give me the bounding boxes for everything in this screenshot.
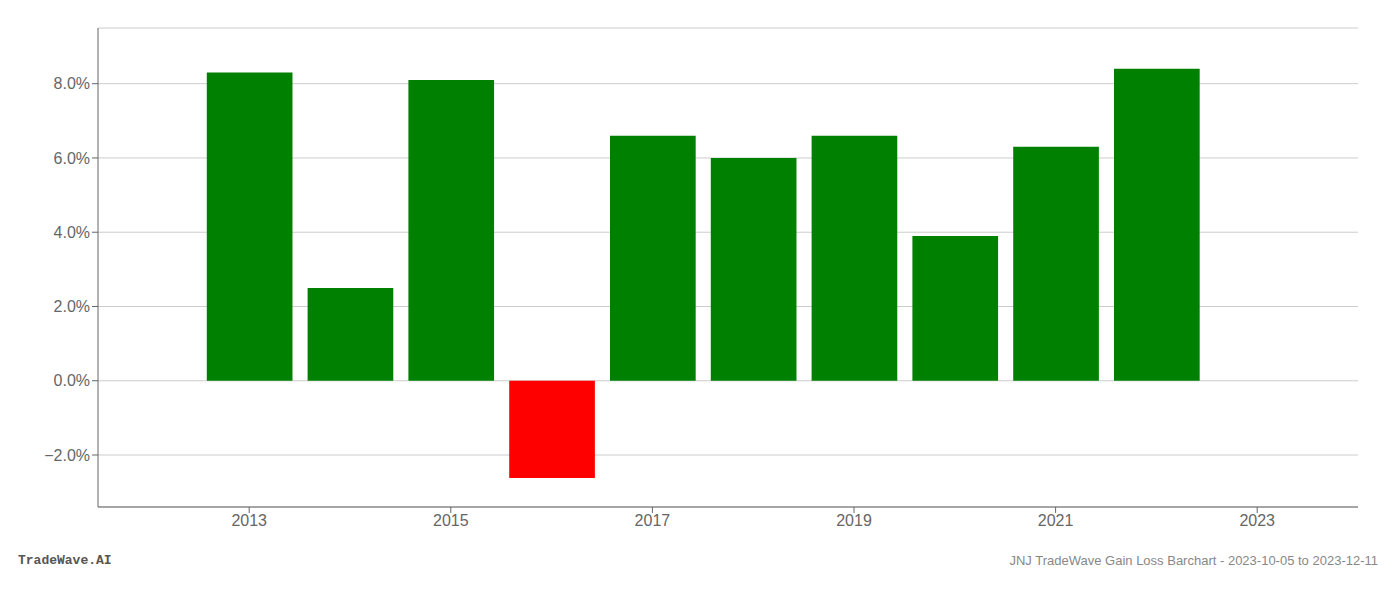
svg-text:4.0%: 4.0%: [54, 224, 90, 241]
svg-text:2015: 2015: [433, 512, 469, 529]
svg-text:8.0%: 8.0%: [54, 75, 90, 92]
svg-text:2.0%: 2.0%: [54, 298, 90, 315]
svg-text:−2.0%: −2.0%: [44, 447, 90, 464]
svg-text:2023: 2023: [1239, 512, 1275, 529]
html-text:JNJ TradeWave Gain Loss Barcha: JNJ TradeWave Gain Loss Barchart - 2023-…: [1009, 553, 1378, 568]
svg-text:2013: 2013: [231, 512, 267, 529]
svg-text:2019: 2019: [836, 512, 872, 529]
svg-text:2021: 2021: [1038, 512, 1074, 529]
svg-text:6.0%: 6.0%: [54, 150, 90, 167]
svg-text:2017: 2017: [635, 512, 671, 529]
html-text:TradeWave.AI: TradeWave.AI: [18, 553, 112, 568]
svg-text:0.0%: 0.0%: [54, 372, 90, 389]
